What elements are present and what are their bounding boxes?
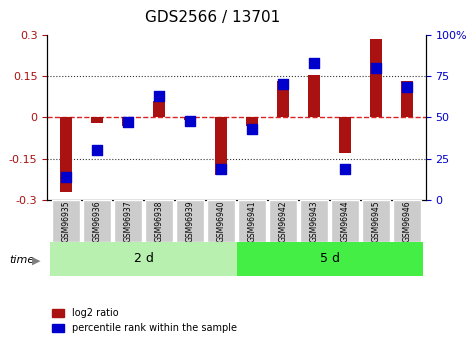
Bar — [215, 117, 227, 175]
Point — [372, 65, 380, 70]
FancyBboxPatch shape — [83, 200, 111, 242]
Point — [403, 85, 411, 90]
Text: GSM96938: GSM96938 — [155, 200, 164, 242]
Text: GSM96935: GSM96935 — [61, 200, 70, 242]
FancyBboxPatch shape — [207, 200, 235, 242]
Text: GSM96946: GSM96946 — [403, 200, 412, 242]
FancyBboxPatch shape — [238, 200, 266, 242]
FancyBboxPatch shape — [176, 200, 204, 242]
Point — [186, 118, 194, 124]
Point — [217, 166, 225, 171]
FancyBboxPatch shape — [269, 200, 297, 242]
FancyBboxPatch shape — [145, 200, 173, 242]
Text: GSM96937: GSM96937 — [123, 200, 132, 242]
Text: GSM96936: GSM96936 — [92, 200, 101, 242]
Bar — [339, 117, 351, 153]
FancyBboxPatch shape — [331, 200, 359, 242]
Point — [310, 60, 318, 66]
FancyBboxPatch shape — [52, 200, 80, 242]
FancyBboxPatch shape — [393, 200, 421, 242]
Bar — [277, 81, 289, 117]
Bar — [246, 117, 258, 126]
Text: GSM96941: GSM96941 — [247, 200, 256, 242]
FancyBboxPatch shape — [236, 241, 422, 276]
Bar — [91, 117, 103, 123]
Bar — [308, 75, 320, 117]
Text: GDS2566 / 13701: GDS2566 / 13701 — [145, 10, 280, 25]
FancyBboxPatch shape — [51, 241, 236, 276]
Point — [342, 166, 349, 171]
Point — [93, 148, 101, 153]
Bar — [60, 117, 72, 192]
Text: GSM96945: GSM96945 — [372, 200, 381, 242]
Text: time: time — [9, 256, 35, 265]
Text: 5 d: 5 d — [320, 252, 340, 265]
FancyBboxPatch shape — [300, 200, 328, 242]
FancyBboxPatch shape — [362, 200, 390, 242]
Point — [279, 81, 287, 87]
Bar — [370, 39, 382, 117]
Text: GSM96942: GSM96942 — [279, 200, 288, 242]
Point — [155, 93, 163, 99]
FancyBboxPatch shape — [114, 200, 142, 242]
Bar — [401, 81, 413, 117]
Text: GSM96943: GSM96943 — [309, 200, 318, 242]
Text: GSM96940: GSM96940 — [217, 200, 226, 242]
Bar — [184, 117, 196, 120]
Text: GSM96944: GSM96944 — [341, 200, 350, 242]
Bar — [153, 101, 165, 117]
Point — [124, 119, 131, 125]
Text: ▶: ▶ — [32, 256, 40, 265]
Text: GSM96939: GSM96939 — [185, 200, 194, 242]
Point — [248, 126, 256, 132]
Legend: log2 ratio, percentile rank within the sample: log2 ratio, percentile rank within the s… — [52, 308, 236, 333]
Text: 2 d: 2 d — [133, 252, 153, 265]
Point — [62, 174, 70, 180]
Bar — [122, 117, 134, 126]
